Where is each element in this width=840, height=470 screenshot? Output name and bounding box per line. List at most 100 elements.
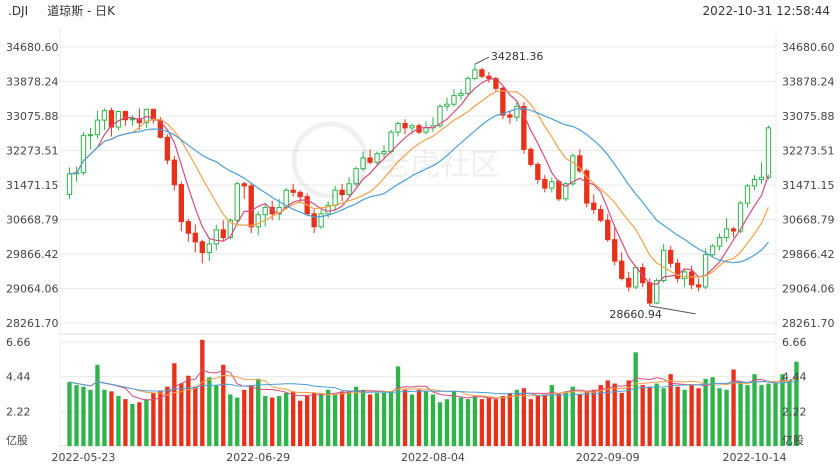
date-label: 2022-10-14: [723, 451, 787, 464]
candle-body: [255, 214, 261, 228]
volume-bar: [542, 394, 547, 446]
candle-body: [346, 183, 352, 196]
volume-bar: [409, 394, 415, 446]
watermark-logo: [291, 121, 369, 199]
candle-body: [549, 181, 555, 189]
volume-bar: [270, 397, 275, 446]
date-label: 2022-05-23: [52, 451, 116, 464]
volume-bar: [752, 374, 757, 446]
volume-bar: [766, 383, 771, 446]
volume-bar: [570, 386, 575, 446]
candle-body: [367, 157, 373, 163]
candle-body: [667, 249, 674, 264]
volume-bar: [794, 361, 799, 446]
volume-bar: [710, 377, 715, 446]
volume-unit-label-right: 亿股: [782, 434, 804, 447]
volume-bar: [668, 374, 673, 446]
date-label: 2022-06-29: [226, 451, 290, 464]
volume-bar: [451, 391, 457, 446]
volume-bar: [102, 389, 107, 446]
candle-body: [234, 183, 240, 221]
volume-bar: [256, 378, 261, 446]
candle-body: [297, 191, 303, 198]
volume-bar: [577, 394, 582, 446]
volume-bar: [214, 385, 219, 446]
volume-bar: [235, 397, 240, 446]
candle-body: [653, 280, 660, 304]
candle-body: [220, 229, 226, 239]
watermark-text: 老虎社区: [380, 148, 500, 183]
volume-bar: [277, 396, 282, 446]
candle-body: [129, 118, 136, 121]
candle-body: [395, 123, 401, 133]
candle-body: [360, 157, 366, 170]
volume-bar: [172, 363, 177, 446]
volume-bar: [458, 397, 464, 446]
volume-bars-layer: [67, 339, 799, 446]
ma5-line: [69, 77, 770, 285]
candle-body: [542, 178, 548, 189]
candle-body: [437, 105, 443, 127]
volume-bar: [116, 396, 121, 446]
volume-bar: [207, 377, 212, 446]
price-tick-label-right: 28261.70: [782, 317, 835, 330]
candle-body: [737, 202, 744, 232]
price-tick-label-left: 28261.70: [6, 317, 59, 330]
volume-bar: [228, 394, 233, 446]
candle-body: [409, 125, 415, 129]
price-tick-label-right: 34680.60: [782, 41, 835, 54]
volume-bar: [416, 389, 422, 446]
candle-body: [660, 249, 667, 282]
volume-bar: [640, 385, 645, 446]
volume-bar: [291, 391, 296, 446]
price-tick-label-left: 29866.42: [6, 248, 59, 261]
volume-tick-label-right: 6.66: [782, 336, 807, 349]
candle-body: [730, 228, 737, 232]
volume-bar: [402, 389, 408, 446]
volume-bar: [311, 392, 317, 446]
volume-bar: [284, 392, 289, 446]
volume-bar: [249, 385, 254, 446]
volume-bar: [584, 391, 589, 446]
date-label: 2022-09-09: [576, 451, 640, 464]
volume-bar: [626, 380, 631, 446]
volume-bar: [360, 389, 366, 446]
volume-bar: [605, 380, 610, 446]
volume-bar: [556, 392, 561, 446]
candle-body: [521, 105, 527, 150]
volume-bar: [346, 391, 352, 446]
volume-bar: [200, 339, 205, 446]
volume-ma10-line: [69, 374, 797, 399]
volume-tick-label-left: 4.44: [6, 371, 31, 384]
low-annotation-line: [649, 305, 696, 315]
candle-body: [709, 245, 716, 256]
volume-bar: [563, 391, 568, 446]
volume-bar: [193, 386, 198, 446]
volume-bar: [339, 391, 345, 446]
volume-bar: [682, 389, 687, 446]
axis-labels-layer: 34680.60 34680.60 33878.24 33878.24 33075.88…: [6, 41, 835, 464]
volume-bar: [619, 392, 624, 446]
volume-tick-label-right: 2.22: [782, 405, 807, 418]
volume-bar: [304, 396, 310, 446]
volume-bar: [109, 391, 114, 446]
price-tick-label-right: 29064.06: [782, 283, 835, 296]
low-annotation-label: 28660.94: [609, 308, 662, 321]
price-tick-label-left: 33878.24: [6, 75, 59, 88]
volume-bar: [374, 392, 380, 446]
candle-body: [318, 213, 324, 228]
candle-body: [101, 110, 108, 121]
candle-body: [262, 206, 268, 216]
chart-header-left: .DJI 道琼斯 - 日K: [8, 0, 115, 22]
candle-body: [185, 221, 191, 234]
candle-body: [570, 155, 576, 185]
timestamp-label: 2022-10-31 12:58:44: [702, 4, 830, 18]
candle-body: [199, 241, 205, 254]
candle-body: [164, 136, 171, 161]
volume-ma5-line: [69, 369, 797, 401]
candle-body: [339, 189, 345, 196]
volume-bar: [88, 389, 93, 446]
candle-body: [758, 176, 765, 180]
candle-body: [311, 213, 317, 228]
